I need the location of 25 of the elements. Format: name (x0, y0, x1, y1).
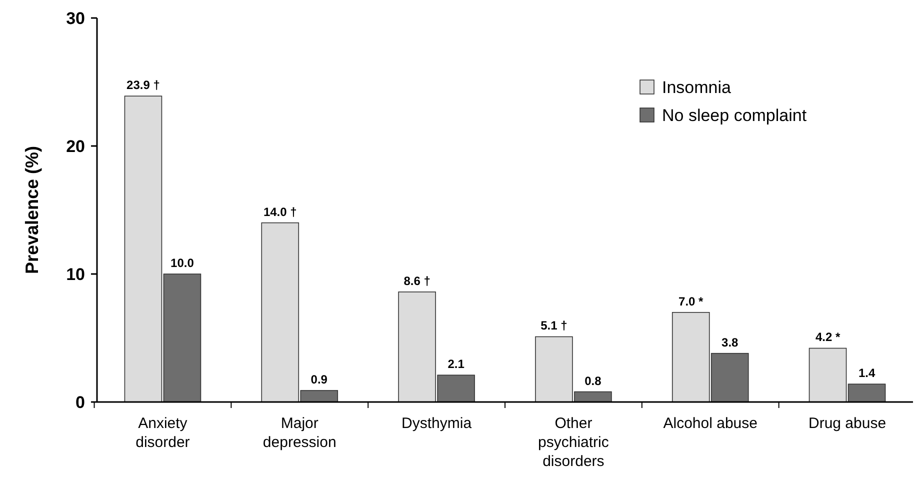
data-label: 14.0 † (263, 204, 297, 219)
y-tick-label: 0 (76, 392, 85, 412)
y-tick-label: 20 (66, 136, 85, 156)
legend-label: No sleep complaint (662, 106, 807, 125)
x-tick-label: Major depression (262, 415, 336, 451)
y-tick-label: 10 (66, 264, 85, 284)
data-label: 8.6 † (404, 274, 430, 288)
data-label: 0.9 (310, 372, 328, 386)
data-label: 4.2 * (815, 330, 840, 344)
x-tick-label: Other psychiatric disorders (538, 415, 610, 470)
data-label: 23.9 † (126, 78, 160, 92)
x-tick-label: Anxiety disorder (136, 415, 190, 451)
y-tick-label: 30 (66, 8, 85, 28)
data-label: 10.0 (170, 256, 194, 270)
data-label: 7.0 * (678, 294, 704, 308)
data-label: 0.8 (584, 374, 602, 388)
data-label: 1.4 (858, 366, 876, 380)
x-tick-label: Alcohol abuse (663, 415, 758, 432)
data-label: 2.1 (448, 357, 465, 372)
y-axis-title: Prevalence (%) (22, 146, 42, 274)
x-tick-label: Drug abuse (808, 415, 886, 432)
data-label: 3.8 (722, 335, 739, 350)
data-label: 5.1 † (540, 318, 568, 333)
x-tick-label: Dysthymia (402, 415, 472, 432)
legend-label: Insomnia (662, 78, 732, 97)
